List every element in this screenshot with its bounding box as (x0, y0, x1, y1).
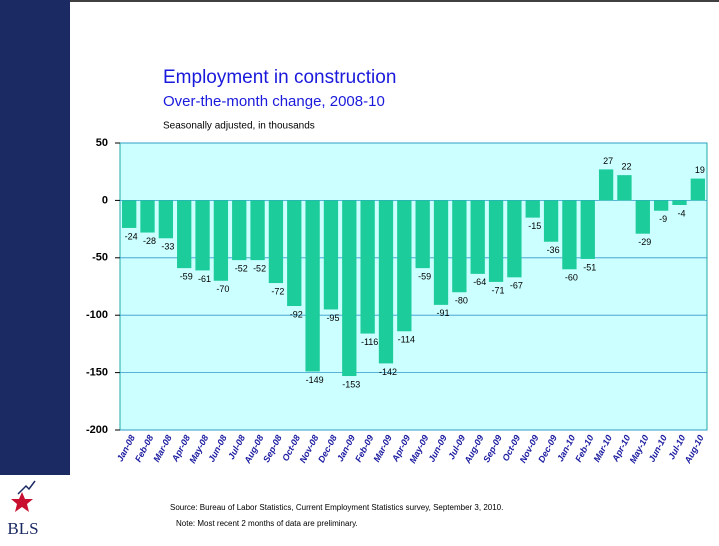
value-label: 22 (621, 162, 631, 172)
y-tick-label: -200 (86, 424, 108, 436)
bar (140, 200, 155, 233)
bar (158, 200, 174, 239)
bar (287, 200, 302, 307)
bar (672, 200, 687, 205)
bar (617, 175, 632, 201)
value-label: -9 (659, 214, 667, 224)
logo-line (17, 480, 36, 495)
bar (323, 200, 339, 310)
bar (452, 200, 467, 293)
bar (653, 200, 669, 211)
bar (232, 200, 247, 261)
bar (378, 200, 394, 364)
value-label: -64 (473, 277, 486, 287)
value-label: -52 (235, 263, 248, 273)
value-label: -28 (143, 236, 156, 246)
bar (268, 200, 284, 284)
value-label: -149 (306, 375, 324, 385)
bar (433, 200, 449, 305)
value-label: -59 (418, 272, 431, 282)
value-label: -80 (455, 296, 468, 306)
bar (213, 200, 229, 281)
y-tick-label: -50 (92, 252, 108, 264)
y-label: Seasonally adjusted, in thousands (163, 121, 315, 132)
y-tick-label: 50 (96, 137, 108, 149)
bar (177, 200, 192, 269)
y-tick-label: -100 (86, 309, 108, 321)
bar (562, 200, 577, 270)
source: Source: Bureau of Labor Statistics, Curr… (170, 503, 503, 512)
bar (507, 200, 522, 278)
chart-subtitle: Over-the-month change, 2008-10 (163, 93, 385, 110)
value-label: -71 (492, 285, 505, 295)
value-label: -36 (547, 245, 560, 255)
value-label: -153 (342, 379, 360, 389)
bar (543, 200, 559, 242)
value-label: -52 (253, 263, 266, 273)
bar (635, 200, 650, 234)
value-label: -59 (180, 272, 193, 282)
bar (488, 200, 504, 282)
side-bar (0, 0, 70, 475)
value-label: 27 (603, 156, 613, 166)
bar (690, 178, 705, 201)
value-label: -95 (326, 313, 339, 323)
value-label: -70 (216, 284, 229, 294)
logo: BLS (7, 480, 39, 538)
bar (415, 200, 430, 269)
logo-star (11, 492, 33, 512)
value-label: -61 (198, 274, 211, 284)
chart-title: Employment in construction (163, 67, 396, 88)
bar (397, 200, 412, 332)
bar (598, 169, 614, 201)
value-label: -33 (161, 242, 174, 252)
bar (470, 200, 485, 274)
value-label: -60 (565, 273, 578, 283)
value-label: -92 (290, 309, 303, 319)
value-label: -29 (638, 237, 651, 247)
value-label: -91 (437, 308, 450, 318)
value-label: -51 (583, 262, 596, 272)
bar (342, 200, 357, 377)
value-label: -4 (677, 208, 685, 218)
bar (195, 200, 210, 271)
value-label: -67 (510, 281, 523, 291)
value-label: -72 (271, 286, 284, 296)
value-label: 19 (695, 165, 705, 175)
value-label: -24 (125, 231, 138, 241)
value-label: -15 (528, 221, 541, 231)
bar (305, 200, 320, 372)
value-label: -142 (379, 367, 397, 377)
bar (580, 200, 595, 259)
value-label: -114 (398, 335, 415, 345)
bar (360, 200, 375, 334)
value-label: -116 (361, 337, 378, 347)
y-tick-label: -150 (86, 367, 108, 379)
logo-text: BLS (7, 519, 38, 538)
bar (122, 200, 137, 228)
bar (525, 200, 540, 218)
note: Note: Most recent 2 months of data are p… (176, 519, 358, 528)
y-tick-label: 0 (102, 194, 108, 206)
bar (250, 200, 265, 261)
